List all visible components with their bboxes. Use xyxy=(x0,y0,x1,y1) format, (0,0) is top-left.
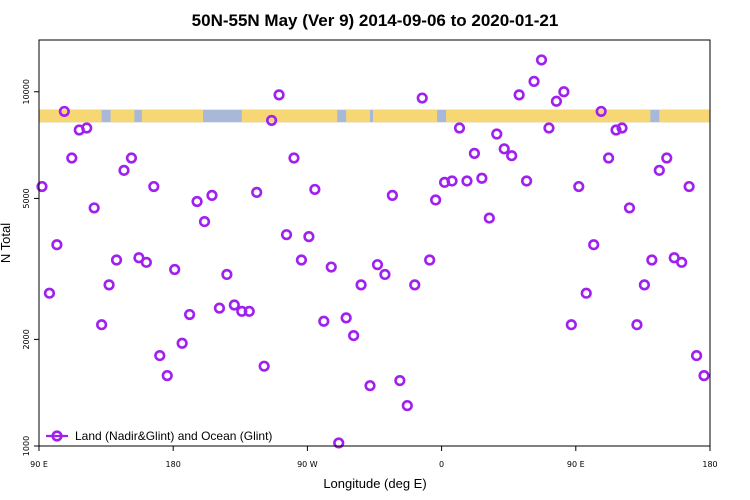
x-tick-label: 180 xyxy=(702,460,717,469)
x-tick-label: 0 xyxy=(439,460,444,469)
x-tick-label: 180 xyxy=(166,460,181,469)
y-axis-label: N Total xyxy=(0,223,13,263)
scatter-chart: 50N-55N May (Ver 9) 2014-09-06 to 2020-0… xyxy=(0,0,750,500)
land-band-segment xyxy=(111,110,135,123)
land-band-segment xyxy=(242,110,337,123)
legend-label: Land (Nadir&Glint) and Ocean (Glint) xyxy=(75,429,272,443)
chart-title: 50N-55N May (Ver 9) 2014-09-06 to 2020-0… xyxy=(192,11,559,30)
x-tick-label: 90 E xyxy=(30,460,48,469)
land-band-segment xyxy=(446,110,650,123)
land-band-segment xyxy=(142,110,203,123)
y-tick-label: 5000 xyxy=(22,188,31,208)
y-tick-label: 10000 xyxy=(22,79,31,104)
land-band-segment xyxy=(39,110,102,123)
x-axis-label: Longitude (deg E) xyxy=(323,476,426,491)
y-tick-label: 2000 xyxy=(22,329,31,349)
chart-background xyxy=(0,0,750,500)
y-tick-label: 1000 xyxy=(22,436,31,456)
land-band-segment xyxy=(346,110,370,123)
surface-band xyxy=(39,110,710,123)
land-band-segment xyxy=(373,110,437,123)
x-tick-label: 90 W xyxy=(297,460,318,469)
land-band-segment xyxy=(659,110,710,123)
legend: Land (Nadir&Glint) and Ocean (Glint) xyxy=(46,429,272,443)
x-tick-label: 90 E xyxy=(567,460,585,469)
